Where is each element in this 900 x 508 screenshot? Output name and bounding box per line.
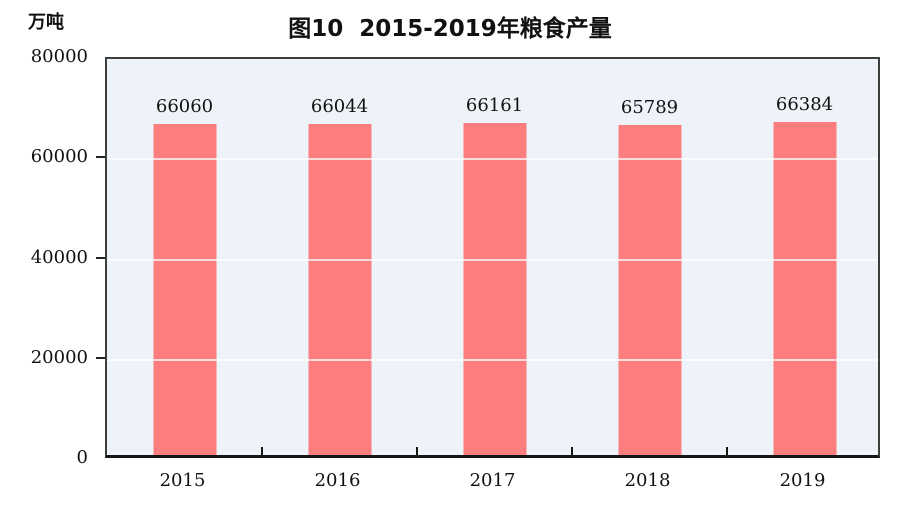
value-label-2017: 66161 xyxy=(465,95,524,117)
value-label-2018: 65789 xyxy=(620,97,679,119)
x-tick-label-2015: 2015 xyxy=(159,470,206,491)
bar-slot-2015: 66060 xyxy=(107,59,262,455)
value-label-2015: 66060 xyxy=(155,95,214,117)
bar-2019 xyxy=(773,122,836,455)
bar-slot-2019: 66384 xyxy=(727,59,882,455)
bar-slot-2017: 66161 xyxy=(417,59,572,455)
y-tick-mark-20000 xyxy=(96,356,105,359)
x-tick-label-2019: 2019 xyxy=(779,470,826,491)
bar-2018 xyxy=(618,125,681,455)
y-tick-mark-40000 xyxy=(96,256,105,259)
y-tick-label-60000: 60000 xyxy=(30,146,88,168)
y-tick-label-80000: 80000 xyxy=(30,46,88,67)
y-tick-label-20000: 20000 xyxy=(30,346,88,368)
y-axis-unit-label: 万吨 xyxy=(28,12,64,33)
x-tick-label-2017: 2017 xyxy=(469,470,516,491)
bar-2017 xyxy=(463,123,526,455)
y-tick-label-40000: 40000 xyxy=(30,246,88,268)
bar-slot-2016: 66044 xyxy=(262,59,417,455)
gridline-40000 xyxy=(107,258,878,261)
value-label-2016: 66044 xyxy=(310,95,369,117)
gridline-60000 xyxy=(107,158,878,161)
chart-title: 图10 2015-2019年粮食产量 xyxy=(288,16,612,42)
gridline-20000 xyxy=(107,358,878,361)
x-axis-tick-1 xyxy=(261,447,263,455)
value-label-2019: 66384 xyxy=(775,94,834,116)
x-axis-tick-4 xyxy=(726,447,728,455)
y-tick-mark-60000 xyxy=(96,156,105,159)
y-tick-label-0: 0 xyxy=(76,447,88,468)
x-tick-label-2016: 2016 xyxy=(314,470,361,491)
plot-area: 66060 66044 66161 65789 66384 xyxy=(105,57,880,458)
x-axis-tick-3 xyxy=(571,447,573,455)
x-tick-label-2018: 2018 xyxy=(624,470,671,491)
bar-2016 xyxy=(308,123,371,455)
x-axis-tick-2 xyxy=(416,447,418,455)
bar-2015 xyxy=(153,123,216,455)
bar-slot-2018: 65789 xyxy=(572,59,727,455)
